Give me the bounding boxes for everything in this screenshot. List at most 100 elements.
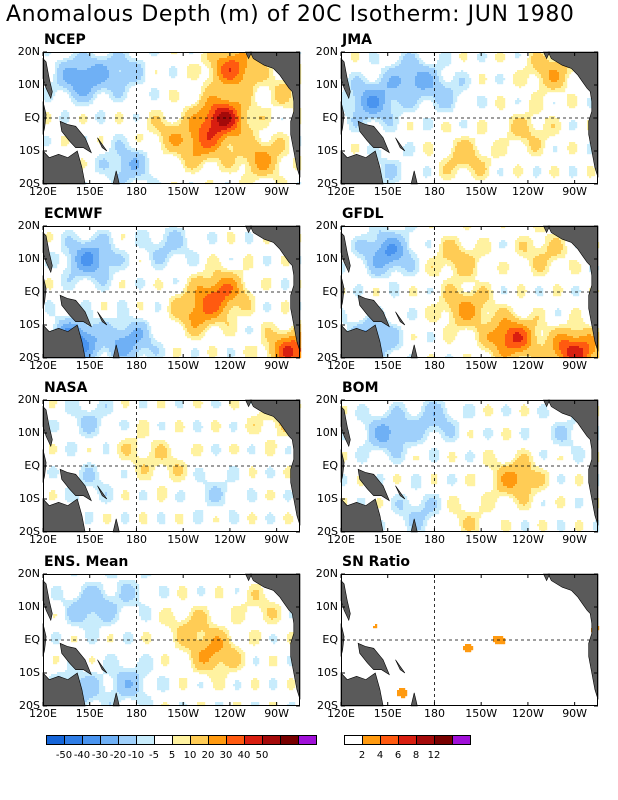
field-cell	[187, 136, 190, 139]
field-cell	[283, 178, 286, 181]
field-cell	[161, 112, 164, 115]
field-cell	[137, 178, 140, 181]
field-cell	[209, 108, 212, 111]
field-cell	[59, 86, 62, 89]
field-cell	[61, 74, 64, 77]
field-cell	[143, 72, 146, 75]
field-cell	[251, 86, 254, 89]
field-cell	[225, 122, 228, 125]
field-cell	[145, 164, 148, 167]
field-cell	[63, 78, 66, 81]
field-cell	[221, 144, 224, 147]
field-cell	[91, 78, 94, 81]
field-cell	[213, 88, 216, 91]
field-cell	[119, 52, 122, 55]
field-cell	[115, 140, 118, 143]
field-cell	[105, 172, 108, 175]
field-cell	[153, 118, 156, 121]
field-cell	[199, 70, 202, 73]
field-cell	[235, 66, 238, 69]
field-cell	[229, 84, 232, 87]
field-cell	[203, 94, 206, 97]
field-cell	[261, 74, 264, 77]
field-cell	[173, 136, 176, 139]
field-cell	[263, 72, 266, 75]
field-cell	[263, 116, 266, 119]
field-cell	[253, 64, 256, 67]
field-cell	[115, 78, 118, 81]
field-cell	[153, 92, 156, 95]
field-cell	[173, 100, 176, 103]
field-cell	[95, 170, 98, 173]
field-cell	[81, 52, 84, 55]
field-cell	[237, 82, 240, 85]
field-cell	[99, 162, 102, 165]
field-cell	[241, 84, 244, 87]
field-cell	[159, 128, 162, 131]
field-cell	[203, 112, 206, 115]
field-cell	[249, 122, 252, 125]
field-cell	[111, 162, 114, 165]
field-cell	[131, 176, 134, 179]
field-cell	[217, 100, 220, 103]
field-cell	[195, 126, 198, 129]
field-cell	[229, 92, 232, 95]
field-cell	[215, 78, 218, 81]
field-cell	[239, 154, 242, 157]
field-cell	[209, 130, 212, 133]
field-cell	[125, 156, 128, 159]
field-cell	[229, 148, 232, 151]
field-cell	[65, 76, 68, 79]
field-cell	[219, 64, 222, 67]
field-cell	[191, 66, 194, 69]
field-cell	[47, 98, 50, 101]
field-cell	[181, 120, 184, 123]
field-cell	[169, 92, 172, 95]
field-cell	[77, 70, 80, 73]
field-cell	[255, 146, 258, 149]
field-cell	[271, 98, 274, 101]
field-cell	[255, 128, 258, 131]
field-cell	[225, 156, 228, 159]
field-cell	[239, 72, 242, 75]
field-cell	[277, 92, 280, 95]
field-cell	[217, 102, 220, 105]
field-cell	[123, 96, 126, 99]
field-cell	[73, 88, 76, 91]
field-cell	[109, 172, 112, 175]
field-cell	[67, 112, 70, 115]
field-cell	[215, 52, 218, 55]
field-cell	[177, 120, 180, 123]
field-cell	[197, 144, 200, 147]
field-cell	[261, 128, 264, 131]
field-cell	[213, 74, 216, 77]
field-cell	[83, 54, 86, 57]
field-cell	[127, 54, 130, 57]
field-cell	[261, 148, 264, 151]
field-cell	[251, 64, 254, 67]
field-cell	[133, 62, 136, 65]
field-cell	[217, 82, 220, 85]
field-cell	[253, 108, 256, 111]
field-cell	[203, 90, 206, 93]
field-cell	[205, 62, 208, 65]
field-cell	[245, 76, 248, 79]
field-cell	[93, 62, 96, 65]
field-cell	[73, 54, 76, 57]
field-cell	[69, 80, 72, 83]
field-cell	[251, 88, 254, 91]
field-cell	[211, 64, 214, 67]
field-cell	[245, 56, 248, 59]
field-cell	[229, 120, 232, 123]
field-cell	[67, 118, 70, 121]
field-cell	[231, 74, 234, 77]
field-cell	[293, 164, 296, 167]
field-cell	[45, 54, 48, 57]
field-cell	[221, 102, 224, 105]
field-cell	[189, 132, 192, 135]
field-cell	[285, 98, 288, 101]
field-cell	[277, 160, 280, 163]
field-cell	[139, 60, 142, 63]
field-cell	[271, 138, 274, 141]
field-cell	[269, 140, 272, 143]
